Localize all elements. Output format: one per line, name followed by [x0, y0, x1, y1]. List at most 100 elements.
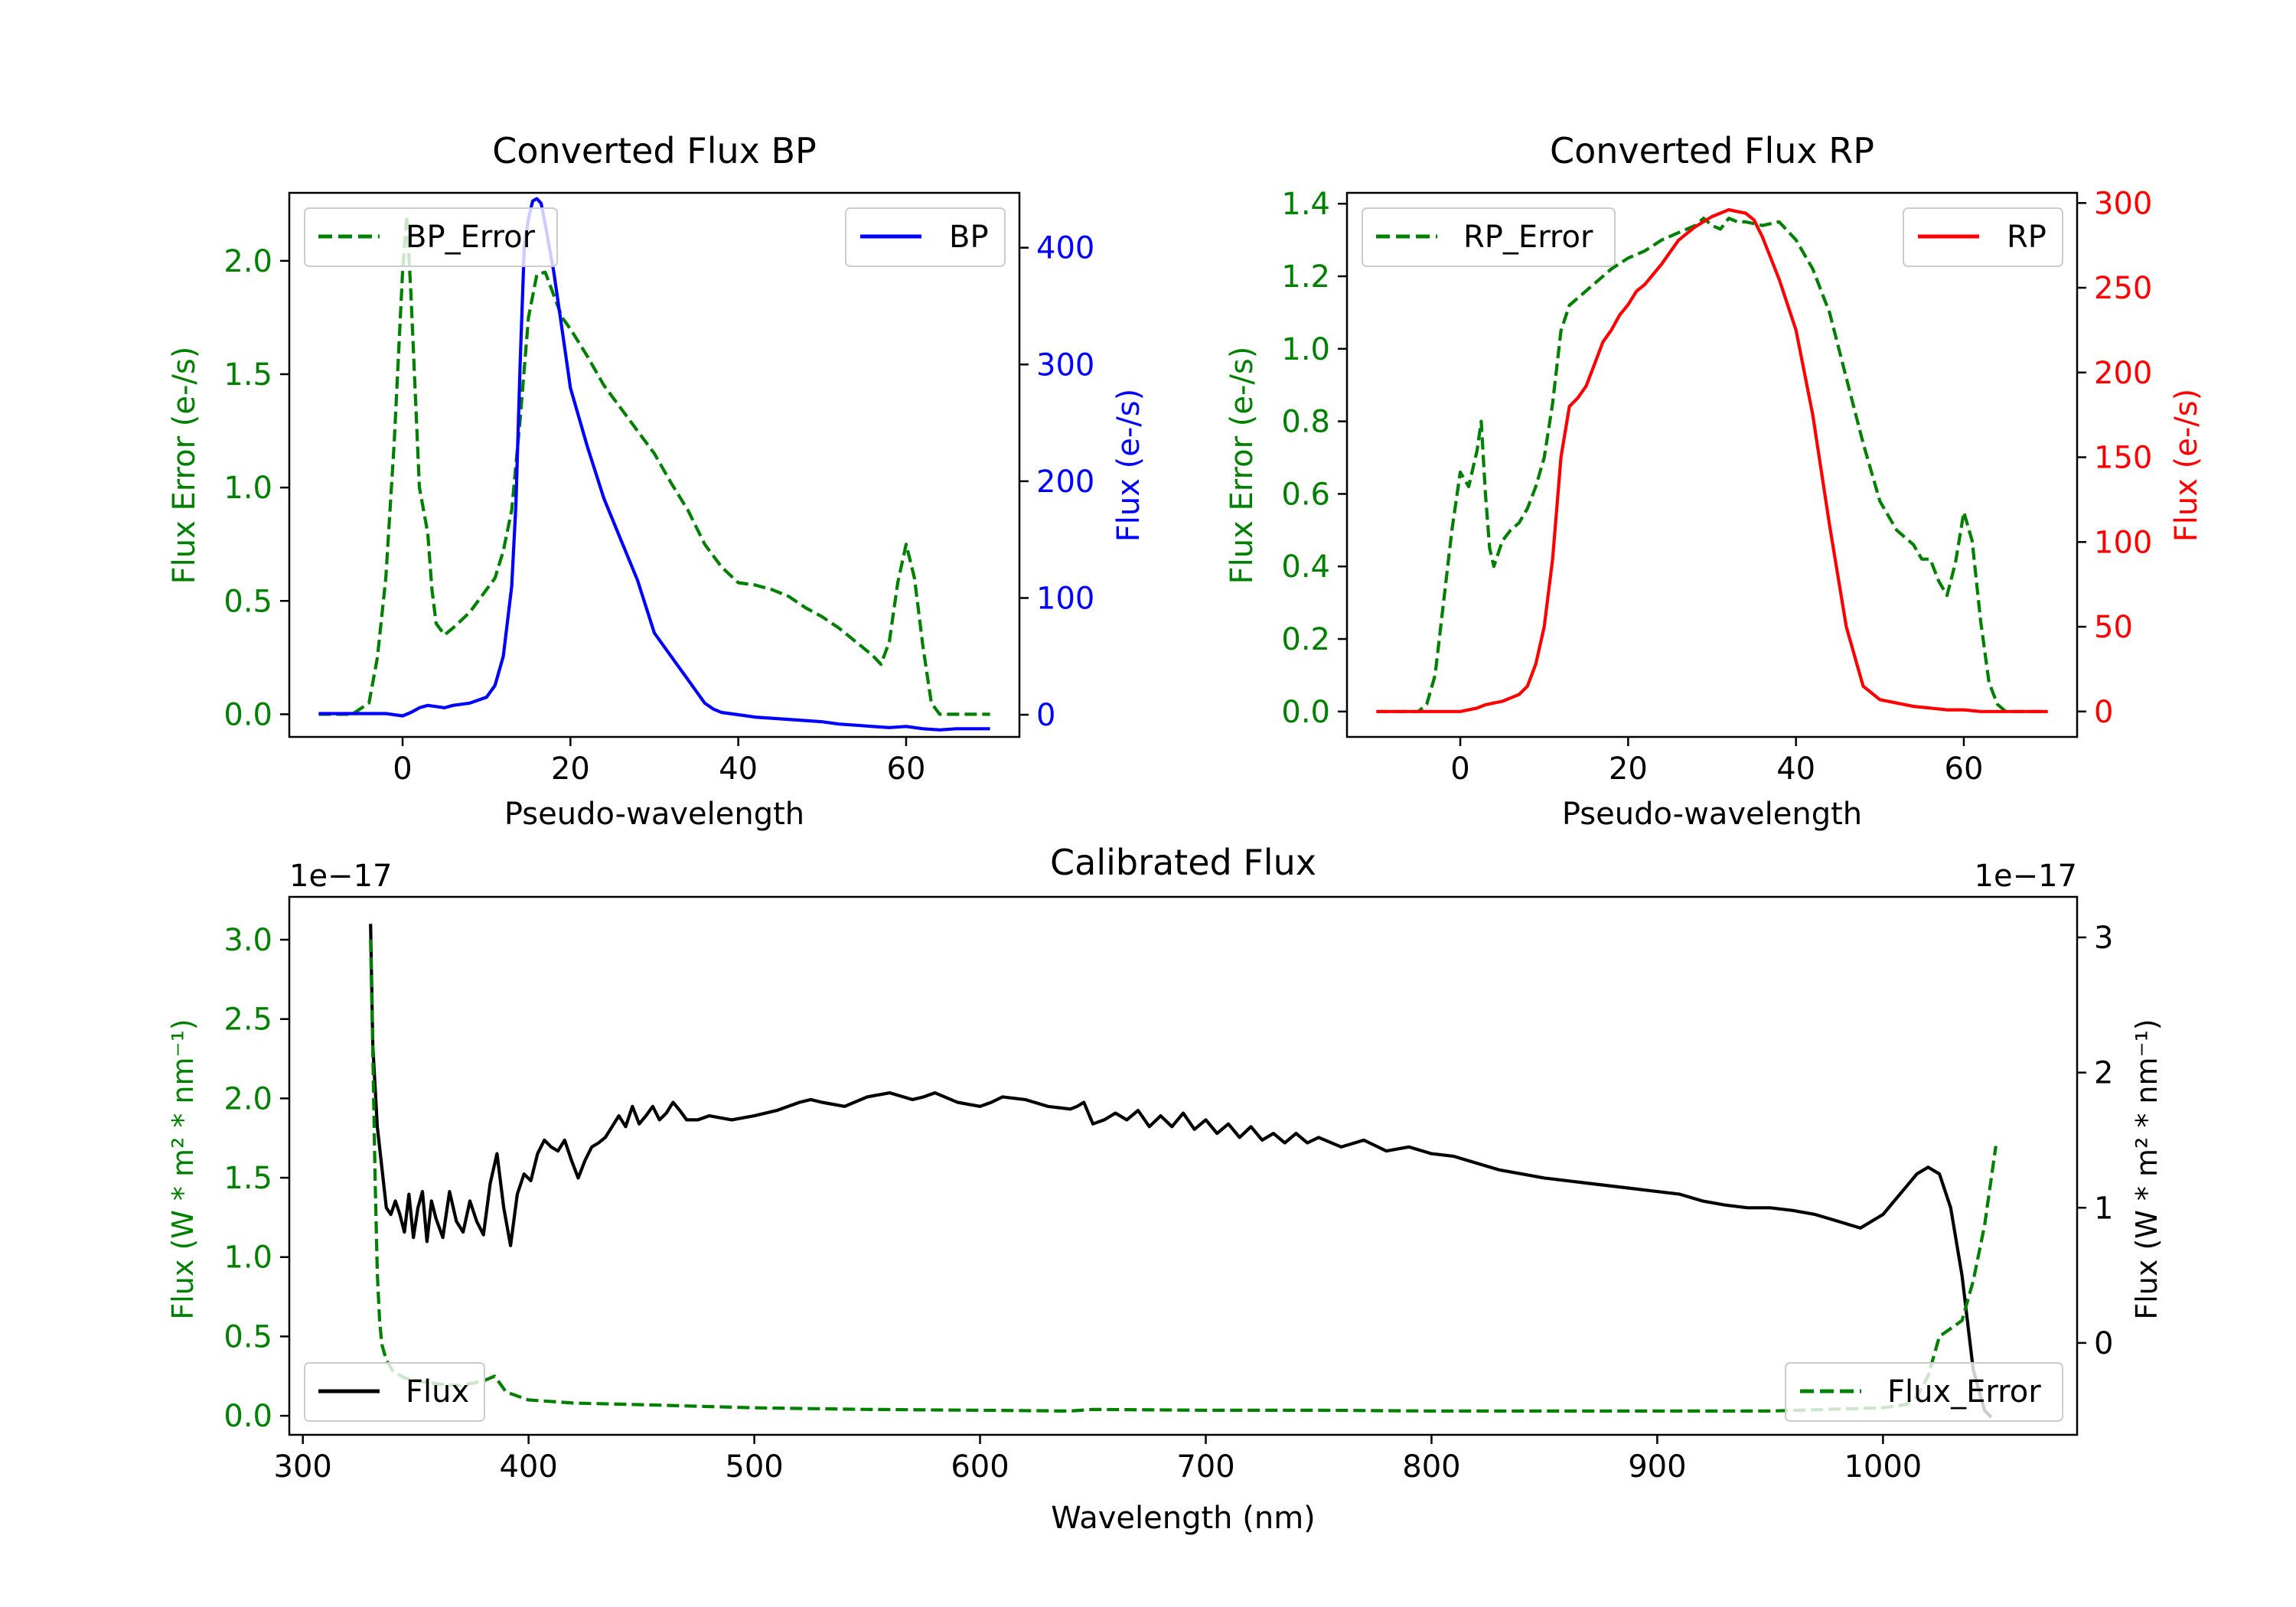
rp-legend-error-label: RP_Error — [1463, 220, 1593, 255]
cal-left-ytick-label: 1.5 — [223, 1161, 272, 1196]
cal-xtick-label: 600 — [951, 1449, 1009, 1485]
cal-xtick-label: 900 — [1628, 1449, 1686, 1485]
bp-series-bp-error — [318, 214, 990, 716]
bp-right-ytick-label: 0 — [1036, 698, 1055, 733]
rp-series-rp-error — [1376, 217, 2048, 713]
rp-legend-flux-label: RP — [2007, 220, 2047, 255]
cal-ticks-layer: 300 400 500 600 700 800 900 1000 0.0 0.5 1.0 1.5 2.0… — [223, 921, 2113, 1485]
cal-legend-flux-box — [304, 1362, 485, 1422]
bp-left-ytick-label: 0.0 — [223, 697, 272, 732]
rp-legend-error-box — [1362, 207, 1616, 267]
cal-xtick-label: 800 — [1402, 1449, 1460, 1485]
cal-right-ytick-label: 1 — [2094, 1191, 2113, 1226]
cal-xtick-label: 1000 — [1844, 1449, 1922, 1485]
panel-bp: Converted Flux BP Pseudo-wavelength Flux… — [167, 130, 1146, 832]
rp-xtick-label: 20 — [1609, 751, 1648, 787]
bp-xtick-label: 20 — [551, 751, 590, 787]
bp-left-ytick-label: 1.5 — [223, 357, 272, 393]
rp-left-ylabel: Flux Error (e-/s) — [1225, 347, 1260, 585]
bp-series-bp — [318, 197, 990, 732]
bp-legend-error: BP_Error — [304, 207, 558, 267]
rp-series-layer — [1376, 208, 2048, 713]
cal-left-ytick-label: 3.0 — [223, 923, 272, 958]
rp-right-ytick-label: 100 — [2094, 525, 2152, 560]
rp-axes-frame — [1345, 191, 2079, 738]
cal-xlabel: Wavelength (nm) — [1051, 1501, 1316, 1536]
rp-right-ylabel: Flux (e-/s) — [2169, 389, 2204, 542]
bp-left-ytick-label: 2.0 — [223, 244, 272, 279]
cal-xtick-label: 400 — [499, 1449, 557, 1485]
rp-left-ytick-label: 1.4 — [1281, 187, 1330, 222]
rp-right-ytick-label: 300 — [2094, 186, 2152, 221]
rp-xtick-label: 40 — [1776, 751, 1815, 787]
cal-right-ylabel: Flux (W * m² * nm⁻¹) — [2130, 1019, 2164, 1319]
cal-xtick-label: 700 — [1176, 1449, 1234, 1485]
rp-xtick-label: 0 — [1450, 751, 1469, 787]
bp-legend-flux: BP — [845, 207, 1006, 267]
bp-legend-error-label: BP_Error — [406, 220, 536, 255]
cal-left-ytick-label: 2.5 — [223, 1002, 272, 1038]
bp-axes-frame — [288, 191, 1021, 738]
cal-xtick-label: 300 — [274, 1449, 332, 1485]
cal-xtick-label: 500 — [725, 1449, 783, 1485]
cal-legend-flux-label: Flux — [406, 1374, 469, 1410]
panel-rp: Converted Flux RP Pseudo-wavelength Flux… — [1225, 130, 2204, 832]
rp-series-rp — [1376, 208, 2048, 713]
rp-right-ytick-label: 150 — [2094, 441, 2152, 476]
bp-series-layer — [318, 197, 990, 732]
rp-left-ytick-label: 0.6 — [1281, 477, 1330, 512]
rp-left-ytick-label: 1.0 — [1281, 332, 1330, 367]
rp-left-ytick-label: 1.2 — [1281, 259, 1330, 295]
rp-xtick-label: 60 — [1945, 751, 1984, 787]
cal-left-ytick-label: 0.0 — [223, 1399, 272, 1434]
bp-title: Converted Flux BP — [492, 130, 817, 171]
bp-left-ytick-label: 0.5 — [223, 584, 272, 619]
cal-legend-error-label: Flux_Error — [1887, 1374, 2041, 1410]
bp-legend-flux-label: BP — [949, 220, 989, 255]
rp-title: Converted Flux RP — [1550, 130, 1874, 171]
rp-right-ytick-label: 50 — [2094, 610, 2133, 645]
cal-legend-flux: Flux — [304, 1362, 485, 1422]
panel-calibrated: Calibrated Flux Wavelength (nm) 1e−17 1e… — [166, 842, 2164, 1536]
bp-legend-flux-box — [845, 207, 1006, 267]
cal-right-ytick-label: 3 — [2094, 921, 2113, 956]
cal-right-offset-text: 1e−17 — [1975, 859, 2077, 894]
rp-left-ytick-label: 0.4 — [1281, 549, 1330, 585]
cal-left-ytick-label: 2.0 — [223, 1081, 272, 1116]
cal-left-offset-text: 1e−17 — [289, 859, 392, 894]
bp-legend-error-box — [304, 207, 558, 267]
bp-right-ytick-label: 400 — [1036, 231, 1094, 266]
rp-left-ytick-label: 0.0 — [1281, 695, 1330, 730]
bp-right-ylabel: Flux (e-/s) — [1111, 389, 1146, 542]
cal-left-ytick-label: 0.5 — [223, 1319, 272, 1354]
cal-right-ytick-label: 0 — [2094, 1326, 2113, 1361]
rp-legend-error: RP_Error — [1362, 207, 1616, 267]
rp-right-ytick-label: 250 — [2094, 271, 2152, 306]
bp-right-ytick-label: 100 — [1036, 581, 1094, 616]
bp-xtick-label: 0 — [393, 751, 412, 787]
bp-left-ytick-label: 1.0 — [223, 471, 272, 506]
cal-left-ylabel: Flux (W * m² * nm⁻¹) — [166, 1019, 200, 1319]
cal-left-ytick-label: 1.0 — [223, 1240, 272, 1276]
rp-legend-flux-box — [1903, 207, 2063, 267]
cal-title: Calibrated Flux — [1050, 842, 1316, 883]
cal-axes-frame — [288, 895, 2079, 1436]
cal-right-ytick-label: 2 — [2094, 1056, 2113, 1091]
bp-left-ylabel: Flux Error (e-/s) — [167, 347, 202, 585]
cal-legend-error-box — [1785, 1362, 2063, 1422]
bp-right-ytick-label: 200 — [1036, 464, 1094, 500]
rp-left-ytick-label: 0.2 — [1281, 622, 1330, 657]
bp-xlabel: Pseudo-wavelength — [504, 797, 804, 832]
rp-right-ytick-label: 0 — [2094, 695, 2113, 730]
rp-legend-flux: RP — [1903, 207, 2063, 267]
bp-ticks-layer: 0 20 40 60 0.0 0.5 1.0 1.5 2.0 0 100 200 300 400 — [223, 231, 1094, 787]
cal-series-flux — [369, 924, 1993, 1419]
bp-xtick-label: 60 — [887, 751, 926, 787]
rp-xlabel: Pseudo-wavelength — [1562, 797, 1862, 832]
cal-legend-error: Flux_Error — [1785, 1362, 2063, 1422]
rp-left-ytick-label: 0.8 — [1281, 405, 1330, 440]
rp-right-ytick-label: 200 — [2094, 356, 2152, 391]
bp-right-ytick-label: 300 — [1036, 347, 1094, 383]
